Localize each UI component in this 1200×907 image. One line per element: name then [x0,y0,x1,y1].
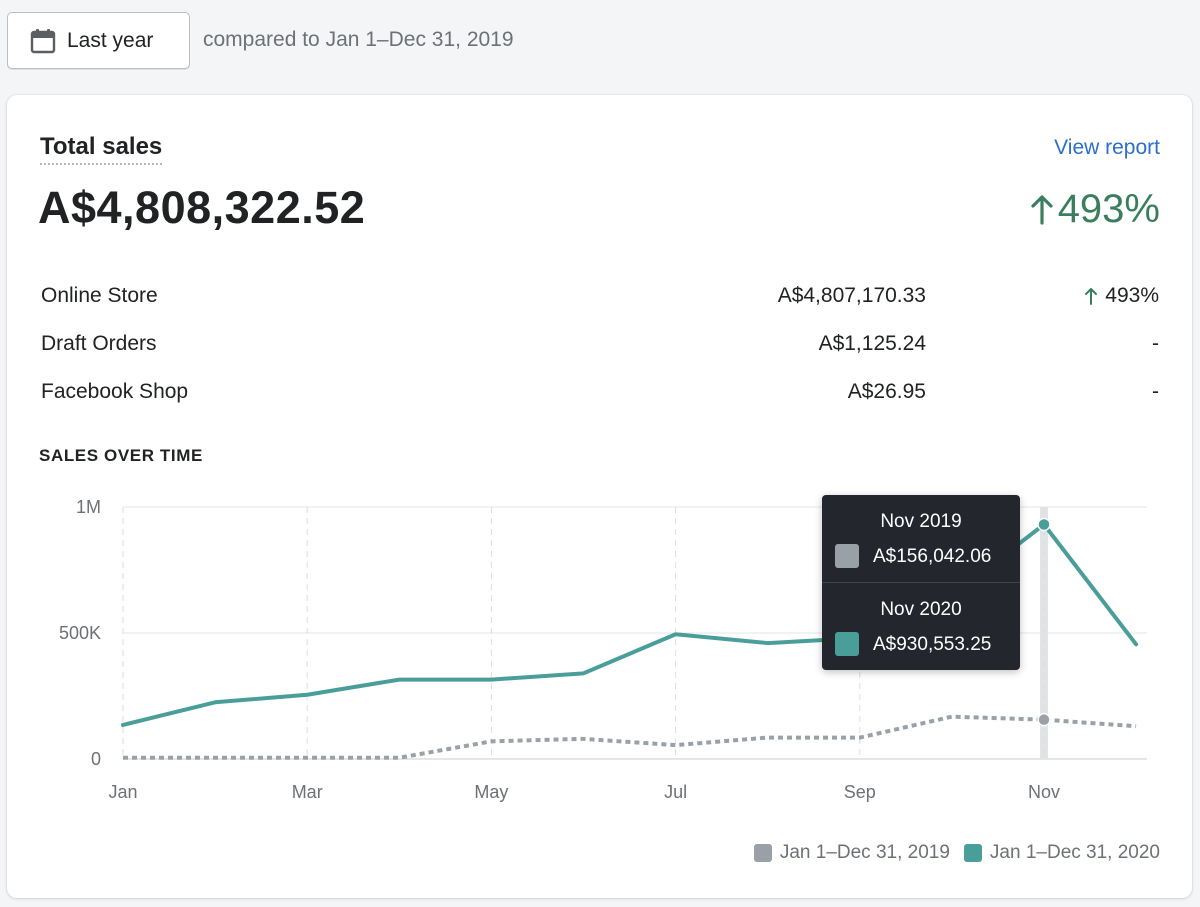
channel-change-value: - [1152,380,1159,403]
tooltip-value: A$156,042.06 [873,546,992,567]
calendar-icon [30,28,56,53]
toolbar: Last year compared to Jan 1–Dec 31, 2019 [0,0,1200,82]
channel-value: A$26.95 [847,380,926,403]
x-tick-label: Mar [292,782,323,802]
section-title: SALES OVER TIME [39,446,203,465]
tooltip-entry: Nov 2020 A$930,553.25 [822,582,1020,669]
breakdown-row: Draft Orders A$1,125.24 - [41,329,1159,377]
x-tick-label: Jan [108,782,137,802]
channel-name: Online Store [41,284,158,307]
chart-legend: Jan 1–Dec 31, 2019 Jan 1–Dec 31, 2020 [740,842,1160,864]
channel-change: 493% [1083,284,1159,308]
tooltip-swatch [835,544,859,568]
y-tick-label: 500K [59,623,101,643]
total-sales-card: Total sales View report A$4,808,322.52 4… [7,95,1192,898]
x-tick-label: Jul [664,782,687,802]
highlight-point [1037,517,1051,532]
legend-swatch [753,844,772,862]
arrow-up-icon [1085,288,1098,305]
legend-item[interactable]: Jan 1–Dec 31, 2019 [753,842,950,864]
total-sales-value: A$4,808,322.52 [38,182,366,233]
x-tick-label: May [474,782,508,802]
date-range-button[interactable]: Last year [7,12,190,69]
tooltip-value: A$930,553.25 [873,634,992,655]
total-change: 493% [1028,187,1160,232]
highlight-point [1037,712,1051,727]
chart-tooltip: Nov 2019 A$156,042.06 Nov 2020 A$930,553… [822,495,1020,670]
total-change-value: 493% [1057,187,1160,231]
channel-name: Facebook Shop [41,380,189,403]
legend-swatch [963,844,982,862]
sales-breakdown: Online Store A$4,807,170.33 493% Draft O… [41,281,1159,425]
channel-change-value: - [1152,332,1159,355]
legend-label: Jan 1–Dec 31, 2019 [779,842,950,863]
arrow-up-icon [1031,194,1053,225]
channel-value: A$4,807,170.33 [777,284,926,307]
channel-change-value: 493% [1105,284,1159,307]
chart-svg: 1M 500K 0 Jan Mar May Jul Sep Nov [59,497,1147,802]
breakdown-row: Online Store A$4,807,170.33 493% [41,281,1159,329]
legend-item[interactable]: Jan 1–Dec 31, 2020 [963,842,1160,864]
legend-label: Jan 1–Dec 31, 2020 [989,842,1160,863]
x-tick-label: Sep [844,782,876,802]
comparison-text: compared to Jan 1–Dec 31, 2019 [203,28,514,51]
tooltip-entry: Nov 2019 A$156,042.06 [822,495,1020,582]
y-tick-label: 1M [76,497,101,517]
y-tick-label: 0 [91,749,101,769]
channel-value: A$1,125.24 [818,332,926,355]
tooltip-swatch [835,632,859,656]
sales-over-time-chart[interactable]: 1M 500K 0 Jan Mar May Jul Sep Nov [7,475,1192,815]
x-tick-label: Nov [1028,782,1060,802]
tooltip-title: Nov 2019 [880,511,962,532]
channel-name: Draft Orders [41,332,157,355]
breakdown-row: Facebook Shop A$26.95 - [41,377,1159,425]
card-title[interactable]: Total sales [40,133,163,165]
series-line-2019 [123,714,1137,760]
date-range-label: Last year [67,28,154,52]
view-report-link[interactable]: View report [1054,136,1160,159]
tooltip-title: Nov 2020 [880,599,962,620]
